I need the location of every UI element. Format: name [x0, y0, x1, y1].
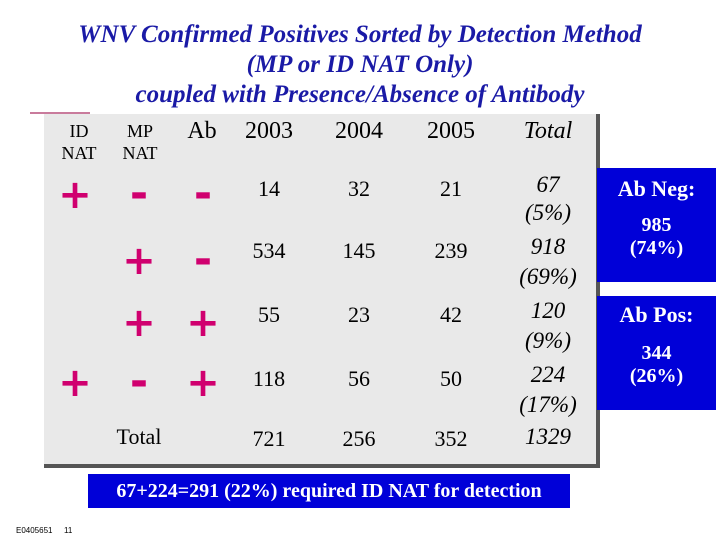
ab-neg-summary: Ab Neg: 985 (74%)	[597, 168, 716, 282]
row4-2003: 118	[252, 366, 286, 391]
header-ab: Ab	[187, 118, 217, 144]
title-accent-rule	[30, 112, 90, 114]
row1-ab-symbol: -	[193, 168, 213, 219]
row2-2004: 145	[342, 238, 376, 263]
header-id-nat: ID NAT	[46, 120, 112, 164]
header-mp-nat-line2: NAT	[122, 143, 158, 163]
ab-pos-value: 344	[641, 342, 672, 364]
row3-2005: 42	[440, 302, 462, 327]
row1-percent: (5%)	[525, 200, 571, 225]
row1-total: 67	[536, 172, 560, 197]
detection-summary-banner: 67+224=291 (22%) required ID NAT for det…	[88, 474, 570, 508]
totals-2005: 352	[434, 426, 468, 451]
title-line-3: coupled with Presence/Absence of Antibod…	[135, 81, 585, 108]
ab-pos-label: Ab Pos:	[619, 302, 694, 327]
row3-percent: (9%)	[525, 328, 571, 353]
header-total: Total	[523, 118, 573, 144]
footer-page-number: 11	[64, 526, 73, 535]
data-table: ID NAT MP NAT Ab 2003 2004 2005 Total + …	[44, 114, 600, 468]
row1-mp-nat-symbol: -	[129, 168, 149, 219]
totals-total: 1329	[525, 424, 571, 449]
ab-neg-percent: (74%)	[629, 237, 684, 259]
ab-pos-summary: Ab Pos: 344 (26%)	[597, 296, 716, 410]
row3-ab-symbol: +	[186, 300, 220, 346]
header-id-nat-line1: ID	[69, 121, 89, 141]
row2-total: 918	[530, 234, 566, 259]
header-2004: 2004	[335, 118, 383, 144]
row4-id-nat-symbol: +	[58, 360, 92, 406]
ab-neg-label: Ab Neg:	[617, 176, 696, 201]
row1-2004: 32	[348, 176, 370, 201]
row4-2004: 56	[348, 366, 370, 391]
row3-total: 120	[530, 298, 566, 323]
footer-code: E0405651	[16, 526, 53, 535]
row1-2005: 21	[440, 176, 462, 201]
row2-2003: 534	[252, 238, 286, 263]
ab-neg-value: 985	[641, 214, 672, 236]
title-line-1: WNV Confirmed Positives Sorted by Detect…	[78, 21, 642, 48]
totals-2004: 256	[342, 426, 376, 451]
header-mp-nat-line1: MP	[126, 121, 153, 141]
row4-mp-nat-symbol: -	[129, 356, 149, 407]
ab-pos-percent: (26%)	[629, 365, 684, 387]
header-2005: 2005	[427, 118, 475, 144]
row4-percent: (17%)	[519, 392, 577, 417]
row4-ab-symbol: +	[186, 360, 220, 406]
row4-total: 224	[530, 362, 566, 387]
row3-2003: 55	[258, 302, 280, 327]
totals-2003: 721	[252, 426, 286, 451]
row2-ab-symbol: -	[193, 234, 213, 285]
totals-label: Total	[116, 424, 162, 449]
header-2003: 2003	[245, 118, 293, 144]
row4-2005: 50	[440, 366, 462, 391]
row2-mp-nat-symbol: +	[122, 238, 156, 284]
header-mp-nat: MP NAT	[110, 120, 170, 164]
row3-2004: 23	[348, 302, 370, 327]
row1-2003: 14	[258, 176, 280, 201]
row2-2005: 239	[434, 238, 468, 263]
row3-mp-nat-symbol: +	[122, 300, 156, 346]
title-line-2: (MP or ID NAT Only)	[246, 51, 474, 78]
row2-percent: (69%)	[519, 264, 577, 289]
header-id-nat-line2: NAT	[61, 143, 97, 163]
row1-id-nat-symbol: +	[58, 172, 92, 218]
